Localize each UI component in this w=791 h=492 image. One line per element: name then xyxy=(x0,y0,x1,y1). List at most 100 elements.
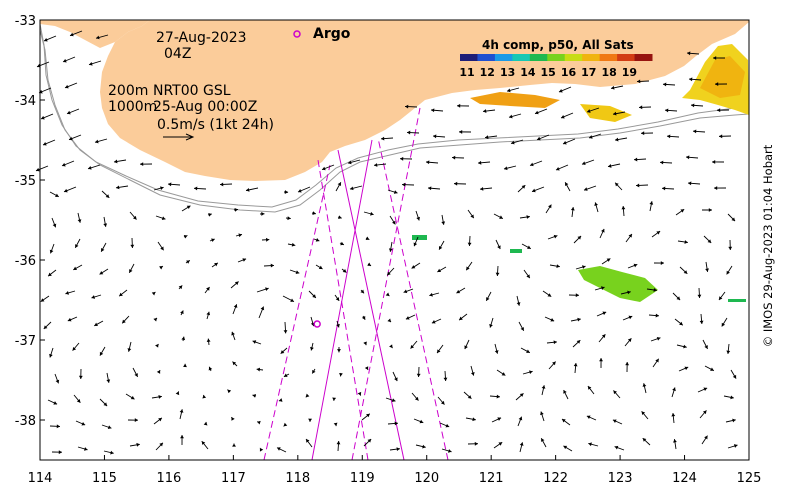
sst-patch-east-warm xyxy=(700,56,745,98)
colorbar-title: 4h comp, p50, All Sats xyxy=(482,38,634,52)
current-arrow xyxy=(380,136,394,141)
colorbar-swatch xyxy=(512,54,531,61)
current-arrow xyxy=(256,367,264,372)
y-tick-label: -37 xyxy=(15,334,36,349)
current-arrow xyxy=(386,267,395,276)
current-arrow xyxy=(613,390,621,399)
current-arrow xyxy=(308,418,313,422)
contour-label-200m: 200m xyxy=(108,83,148,99)
track-line-dashed xyxy=(263,164,331,461)
current-arrow xyxy=(159,265,164,270)
current-arrow xyxy=(704,365,715,372)
y-tick-label: -35 xyxy=(15,174,36,189)
current-arrow xyxy=(64,82,78,89)
current-arrow xyxy=(563,389,569,400)
current-arrow xyxy=(206,338,211,346)
x-tick-label: 117 xyxy=(221,471,246,486)
colorbar-swatch xyxy=(634,54,653,61)
x-tick-label: 120 xyxy=(414,471,439,486)
current-arrow xyxy=(103,216,108,227)
current-arrow xyxy=(49,424,61,429)
argo-float-marker xyxy=(313,320,321,328)
argo-legend-label: Argo xyxy=(313,26,351,42)
current-arrow xyxy=(77,212,82,223)
scale-arrow xyxy=(163,133,195,141)
track-line xyxy=(311,139,373,461)
current-arrow xyxy=(209,238,215,243)
current-arrow xyxy=(555,164,569,171)
current-arrow xyxy=(651,230,661,238)
current-arrow xyxy=(570,317,581,322)
current-arrow xyxy=(540,411,545,422)
current-arrow xyxy=(157,241,164,251)
current-arrow xyxy=(387,421,399,426)
colorbar-tick-label: 11 xyxy=(459,66,474,79)
current-arrow xyxy=(336,440,341,452)
current-arrow xyxy=(429,292,440,297)
current-arrow xyxy=(285,216,291,221)
current-arrow xyxy=(607,163,621,168)
current-arrow xyxy=(575,265,586,270)
current-arrow xyxy=(99,346,106,356)
current-arrow xyxy=(437,396,445,405)
current-arrow xyxy=(443,370,448,382)
current-arrow xyxy=(403,288,414,294)
current-arrow xyxy=(95,34,109,40)
current-arrow xyxy=(653,261,665,265)
current-arrow xyxy=(519,442,524,453)
current-arrow xyxy=(232,304,238,315)
current-arrow xyxy=(49,347,54,358)
current-arrow xyxy=(713,186,727,190)
current-arrow xyxy=(699,313,704,325)
current-arrow xyxy=(431,318,442,324)
current-arrow xyxy=(697,387,708,393)
current-arrow xyxy=(649,201,654,212)
current-arrow xyxy=(219,182,233,187)
current-arrow xyxy=(61,160,75,167)
current-arrow xyxy=(127,341,132,352)
current-arrow xyxy=(416,366,421,378)
current-arrow xyxy=(43,35,57,42)
current-arrow xyxy=(204,286,210,294)
current-arrow xyxy=(230,281,239,289)
current-arrow xyxy=(536,134,550,141)
current-arrow xyxy=(572,339,581,348)
current-arrow xyxy=(297,186,311,193)
current-arrow xyxy=(570,207,575,218)
current-arrow xyxy=(259,447,264,452)
current-arrow xyxy=(659,160,673,165)
current-arrow xyxy=(701,435,708,445)
y-tick-label: -36 xyxy=(15,254,36,269)
current-arrow xyxy=(687,181,701,186)
sst-patch-shelf-2 xyxy=(580,104,632,122)
current-arrow xyxy=(129,442,140,447)
current-arrow xyxy=(91,294,102,299)
current-arrow xyxy=(546,340,557,345)
colorbar-swatch xyxy=(564,54,583,61)
current-source: NRT00 GSL xyxy=(153,83,231,99)
colorbar-tick-label: 19 xyxy=(622,66,637,79)
current-arrow xyxy=(701,208,713,212)
current-arrow xyxy=(662,82,676,87)
current-arrow xyxy=(622,315,633,321)
current-arrow xyxy=(283,422,288,427)
current-arrow xyxy=(347,159,361,165)
current-arrow xyxy=(387,189,398,194)
current-arrow xyxy=(181,205,191,212)
current-arrow xyxy=(183,363,187,368)
current-arrow xyxy=(263,263,275,268)
current-arrow xyxy=(610,85,624,90)
current-arrow xyxy=(364,366,369,371)
current-arrow xyxy=(515,393,524,401)
current-arrow xyxy=(465,417,476,422)
current-arrow xyxy=(54,373,60,384)
current-arrow xyxy=(365,236,370,241)
current-arrow xyxy=(545,204,552,214)
current-arrow xyxy=(686,51,700,56)
current-arrow xyxy=(517,416,523,427)
current-arrow xyxy=(334,294,340,302)
current-arrow xyxy=(676,344,687,349)
current-arrow xyxy=(232,443,236,447)
current-arrow xyxy=(155,343,159,348)
